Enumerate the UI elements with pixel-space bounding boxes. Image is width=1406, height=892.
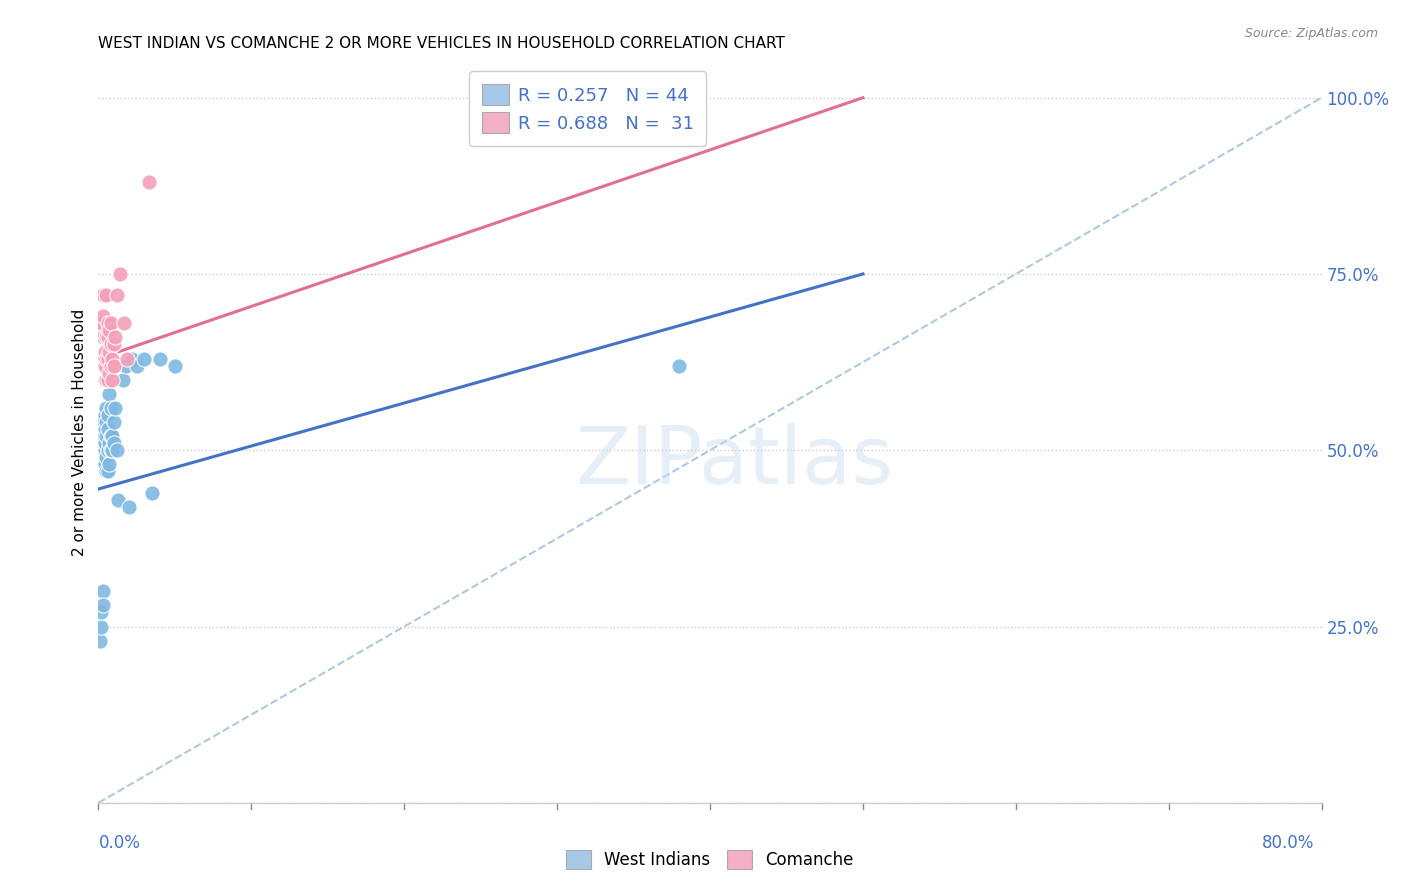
Point (89, 633, 111, 648)
Point (103, 337, 125, 351)
Point (121, 351, 143, 366)
Point (94, 351, 117, 366)
Point (94, 429, 117, 443)
Point (91, 584, 114, 599)
Point (93, 443, 115, 458)
Point (97, 464, 120, 478)
Point (103, 359, 125, 373)
Point (93, 436, 115, 450)
Point (93, 373, 115, 387)
Point (98, 323, 121, 337)
Point (97, 330, 120, 344)
Point (97, 408, 120, 422)
Text: 0.0%: 0.0% (98, 834, 141, 852)
Point (149, 351, 172, 366)
Point (141, 485, 163, 500)
Point (118, 500, 141, 514)
Point (97, 373, 120, 387)
Y-axis label: 2 or more Vehicles in Household: 2 or more Vehicles in Household (72, 309, 87, 557)
Point (91, 429, 114, 443)
Point (101, 443, 124, 458)
Point (93, 422, 115, 436)
Point (100, 359, 122, 373)
Point (91, 599, 114, 613)
Text: 80.0%: 80.0% (1263, 834, 1315, 852)
Point (94, 373, 117, 387)
Point (100, 443, 122, 458)
Point (104, 401, 127, 415)
Point (105, 443, 128, 458)
Point (125, 359, 148, 373)
Point (668, 359, 690, 373)
Point (100, 429, 122, 443)
Point (117, 351, 139, 366)
Point (93, 408, 115, 422)
Point (90, 316, 112, 330)
Point (94, 330, 117, 344)
Text: Source: ZipAtlas.com: Source: ZipAtlas.com (1244, 27, 1378, 40)
Point (163, 359, 186, 373)
Text: ZIPatlas: ZIPatlas (575, 423, 894, 501)
Point (105, 288, 128, 302)
Point (98, 458, 121, 472)
Point (98, 436, 121, 450)
Point (101, 429, 124, 443)
Point (94, 450, 117, 465)
Point (94, 288, 117, 302)
Point (101, 351, 124, 366)
Point (115, 359, 138, 373)
Point (100, 401, 122, 415)
Point (100, 337, 122, 351)
Point (134, 351, 156, 366)
Legend: West Indians, Comanche: West Indians, Comanche (560, 843, 860, 876)
Point (111, 373, 134, 387)
Point (100, 316, 122, 330)
Point (104, 330, 127, 344)
Point (103, 436, 125, 450)
Point (90, 619, 112, 633)
Point (91, 310, 114, 324)
Point (90, 606, 112, 620)
Point (97, 422, 120, 436)
Point (108, 267, 131, 281)
Point (112, 316, 135, 330)
Point (138, 175, 160, 189)
Point (91, 288, 114, 302)
Point (94, 464, 117, 478)
Point (98, 344, 121, 359)
Point (94, 415, 117, 429)
Text: WEST INDIAN VS COMANCHE 2 OR MORE VEHICLES IN HOUSEHOLD CORRELATION CHART: WEST INDIAN VS COMANCHE 2 OR MORE VEHICL… (98, 36, 786, 51)
Point (93, 344, 115, 359)
Point (97, 443, 120, 458)
Point (98, 366, 121, 380)
Point (103, 415, 125, 429)
Point (101, 373, 124, 387)
Point (93, 458, 115, 472)
Point (91, 330, 114, 344)
Point (91, 415, 114, 429)
Point (97, 351, 120, 366)
Point (93, 359, 115, 373)
Point (97, 316, 120, 330)
Point (94, 401, 117, 415)
Point (107, 492, 129, 507)
Point (98, 387, 121, 401)
